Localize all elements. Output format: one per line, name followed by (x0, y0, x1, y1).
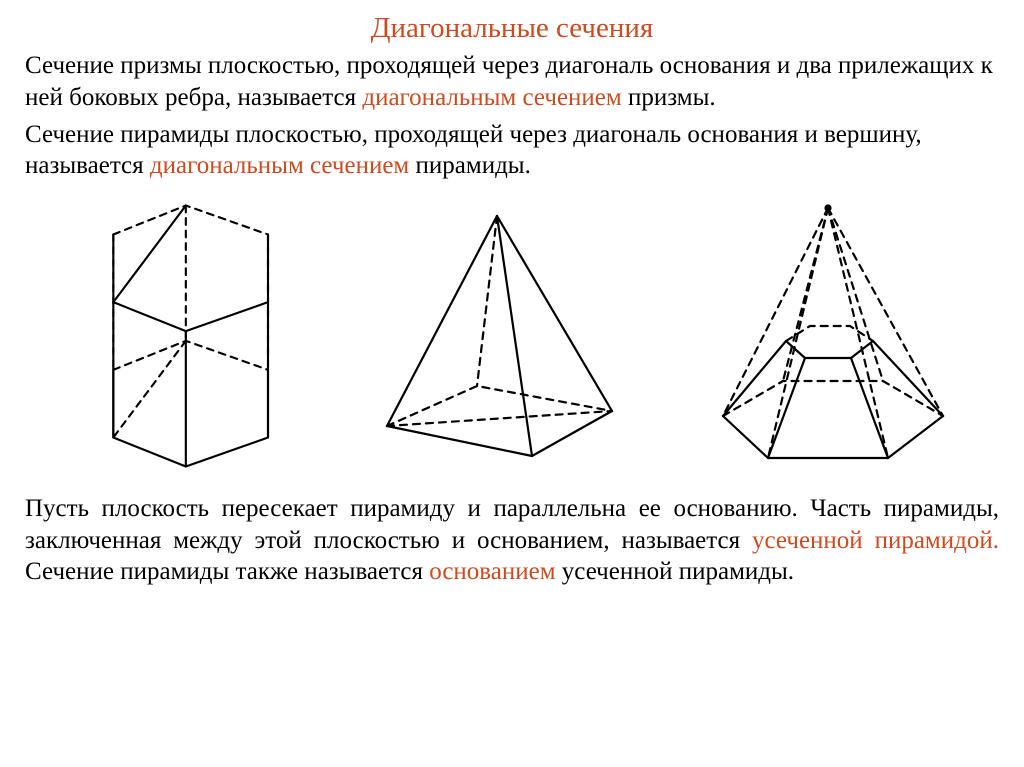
text: Сечение пирамиды также называется (25, 558, 429, 585)
page-title: Диагональные сечения (25, 10, 999, 46)
pyramid-diagram (367, 201, 627, 471)
paragraph-3: Пусть плоскость пересекает пирамиду и па… (25, 493, 999, 587)
text: усеченной пирамиды. (556, 558, 795, 585)
highlight: диагональным сечением (362, 84, 621, 111)
prism-diagram (56, 191, 306, 481)
paragraph-1: Сечение призмы плоскостью, проходящей че… (25, 50, 999, 113)
paragraph-2: Сечение пирамиды плоскостью, проходящей … (25, 119, 999, 182)
diagram-row (25, 191, 999, 481)
highlight: основанием (429, 558, 555, 585)
highlight: диагональным сечением (150, 152, 409, 179)
frustum-diagram (688, 196, 968, 476)
highlight: усеченной пирамидой. (752, 527, 999, 554)
text: призмы. (622, 84, 716, 111)
text: пирамиды. (409, 152, 531, 179)
